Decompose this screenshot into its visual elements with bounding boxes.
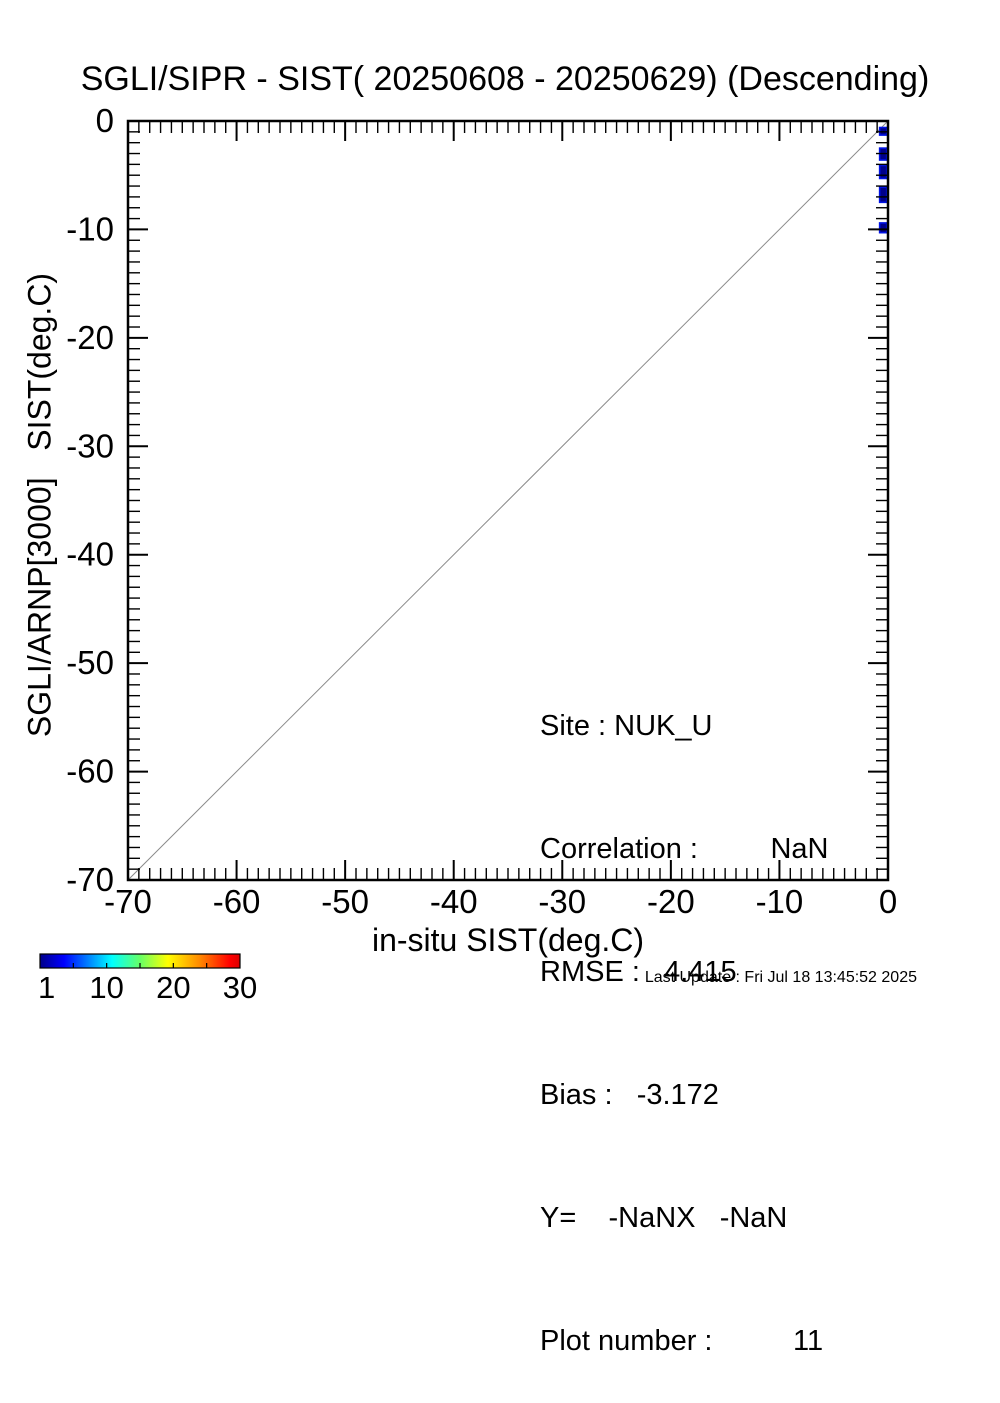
stats-line-regression: Y= -NaNX -NaN xyxy=(540,1202,788,1234)
stats-line-plot-number: Plot number : 11 xyxy=(540,1325,824,1357)
stats-line-site: Site : NUK_U xyxy=(540,710,713,742)
x-tick-label: -30 xyxy=(538,883,586,920)
last-update-text: Last Update : Fri Jul 18 13:45:52 2025 xyxy=(644,969,917,986)
x-tick-label: -20 xyxy=(647,883,695,920)
plot-canvas: -70 -60 -50 -40 -30 -20 -10 0 0 -10 -20 -30 -40 -50 -6… xyxy=(38,102,897,1000)
data-point xyxy=(878,164,888,180)
x-axis-label: in-situ SIST(deg.C) xyxy=(371,922,645,958)
x-tick-label: -50 xyxy=(321,883,369,920)
y-tick-label: -30 xyxy=(66,427,114,464)
x-tick-label: -70 xyxy=(104,883,152,920)
identity-line xyxy=(127,120,889,881)
plot-border xyxy=(126,119,890,882)
y-tick-label: -20 xyxy=(66,319,114,356)
colorbar-tick-label: 20 xyxy=(156,970,190,1000)
x-tick-label: -60 xyxy=(213,883,261,920)
data-point xyxy=(878,222,888,234)
colorbar-tick-label: 10 xyxy=(89,970,123,1000)
x-tick-label: -40 xyxy=(430,883,478,920)
plot-title: SGLI/SIPR - SIST( 20250608 - 20250629) (… xyxy=(80,60,930,98)
colorbar-tick-label: 30 xyxy=(223,970,257,1000)
data-point xyxy=(878,186,888,204)
stats-line-bias: Bias : -3.172 xyxy=(540,1079,719,1111)
stats-line-correlation: Correlation : NaN xyxy=(540,833,829,865)
stats-line-rmse: RMSE : 4.415 xyxy=(540,956,737,988)
y-tick-label: 0 xyxy=(96,102,114,139)
y-tick-label: -50 xyxy=(66,644,114,681)
y-tick-label: -60 xyxy=(66,753,114,790)
x-tick-label: -10 xyxy=(756,883,804,920)
colorbar-tick-label: 1 xyxy=(38,970,55,1000)
y-axis-label: SGLI/ARNP[3000] SIST(deg.C) xyxy=(21,272,58,738)
y-tick-label: -70 xyxy=(66,861,114,898)
y-tick-label: -40 xyxy=(66,536,114,573)
x-tick-label: 0 xyxy=(879,883,897,920)
y-tick-label: -10 xyxy=(66,210,114,247)
stats-block: Site : NUK_U Correlation : NaN RMSE : 4.… xyxy=(540,624,829,1403)
